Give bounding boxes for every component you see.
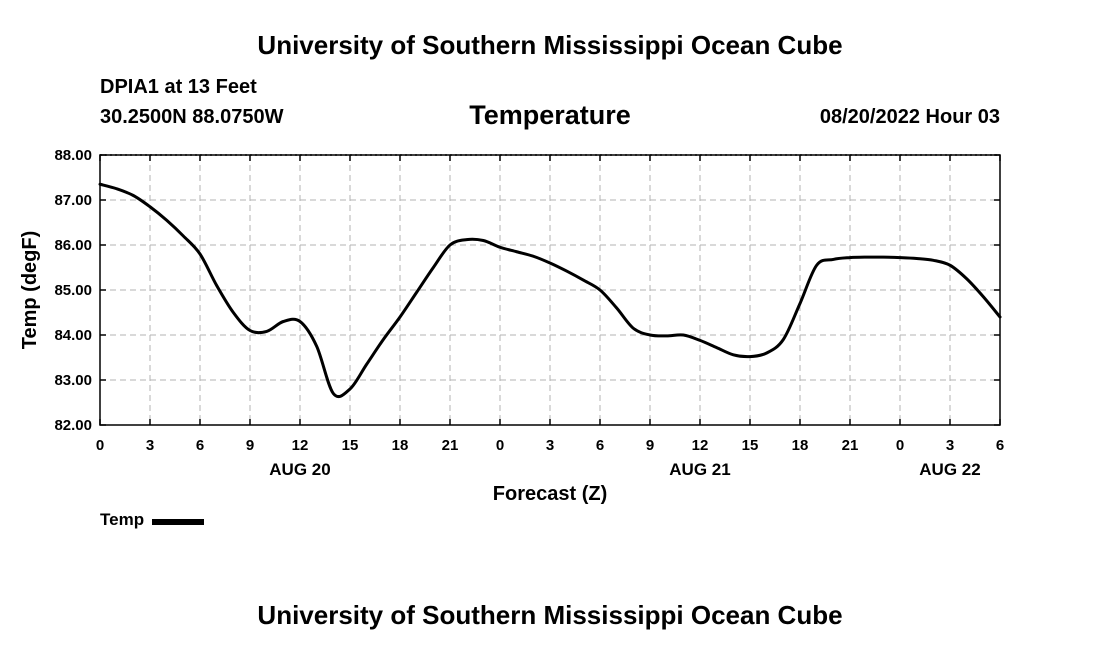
legend: Temp <box>100 510 205 530</box>
x-tick-label: 6 <box>996 437 1004 454</box>
x-tick-label: 15 <box>742 437 759 454</box>
y-tick-label: 86.00 <box>54 237 92 254</box>
y-tick-label: 85.00 <box>54 282 92 299</box>
axes: 0 3 6 9 12 15 18 21 0 3 6 9 12 15 18 21 0 3 6 82.00 83.00 84.… <box>54 147 1004 479</box>
x-tick-label: 3 <box>546 437 554 454</box>
x-tick-label: 6 <box>596 437 604 454</box>
footer-title: University of Southern Mississippi Ocean… <box>257 600 843 630</box>
x-tick-label: 9 <box>246 437 254 454</box>
x-tick-label: 0 <box>896 437 904 454</box>
y-tick-label: 87.00 <box>54 192 92 209</box>
temp-series-line <box>98 182 1002 398</box>
x-tick-label: 12 <box>292 437 309 454</box>
x-tick-label: 12 <box>692 437 709 454</box>
y-tick-label: 82.00 <box>54 417 92 434</box>
x-tick-label: 0 <box>496 437 504 454</box>
y-tick-label: 83.00 <box>54 372 92 389</box>
forecast-datetime: 08/20/2022 Hour 03 <box>819 106 1000 128</box>
chart-title: Temperature <box>469 100 631 130</box>
grid <box>100 154 1000 425</box>
y-tick-label: 84.00 <box>54 327 92 344</box>
day-label: AUG 22 <box>919 460 980 479</box>
x-tick-label: 15 <box>342 437 359 454</box>
legend-swatch <box>152 519 205 525</box>
x-tick-label: 6 <box>196 437 204 454</box>
x-tick-label: 0 <box>96 437 104 454</box>
x-tick-label: 9 <box>646 437 654 454</box>
page-title: University of Southern Mississippi Ocean… <box>257 30 843 60</box>
station-coordinates: 30.2500N 88.0750W <box>100 106 284 128</box>
x-tick-label: 18 <box>392 437 409 454</box>
x-tick-label: 18 <box>792 437 809 454</box>
y-axis-label: Temp (degF) <box>19 231 41 350</box>
x-axis-label: Forecast (Z) <box>493 483 607 505</box>
day-label: AUG 20 <box>269 460 330 479</box>
x-tick-label: 21 <box>842 437 859 454</box>
y-tick-label: 88.00 <box>54 147 92 164</box>
day-label: AUG 21 <box>669 460 730 479</box>
x-tick-label: 3 <box>946 437 954 454</box>
x-tick-label: 21 <box>442 437 459 454</box>
legend-label: Temp <box>100 510 145 529</box>
x-tick-label: 3 <box>146 437 154 454</box>
station-label: DPIA1 at 13 Feet <box>100 76 257 98</box>
